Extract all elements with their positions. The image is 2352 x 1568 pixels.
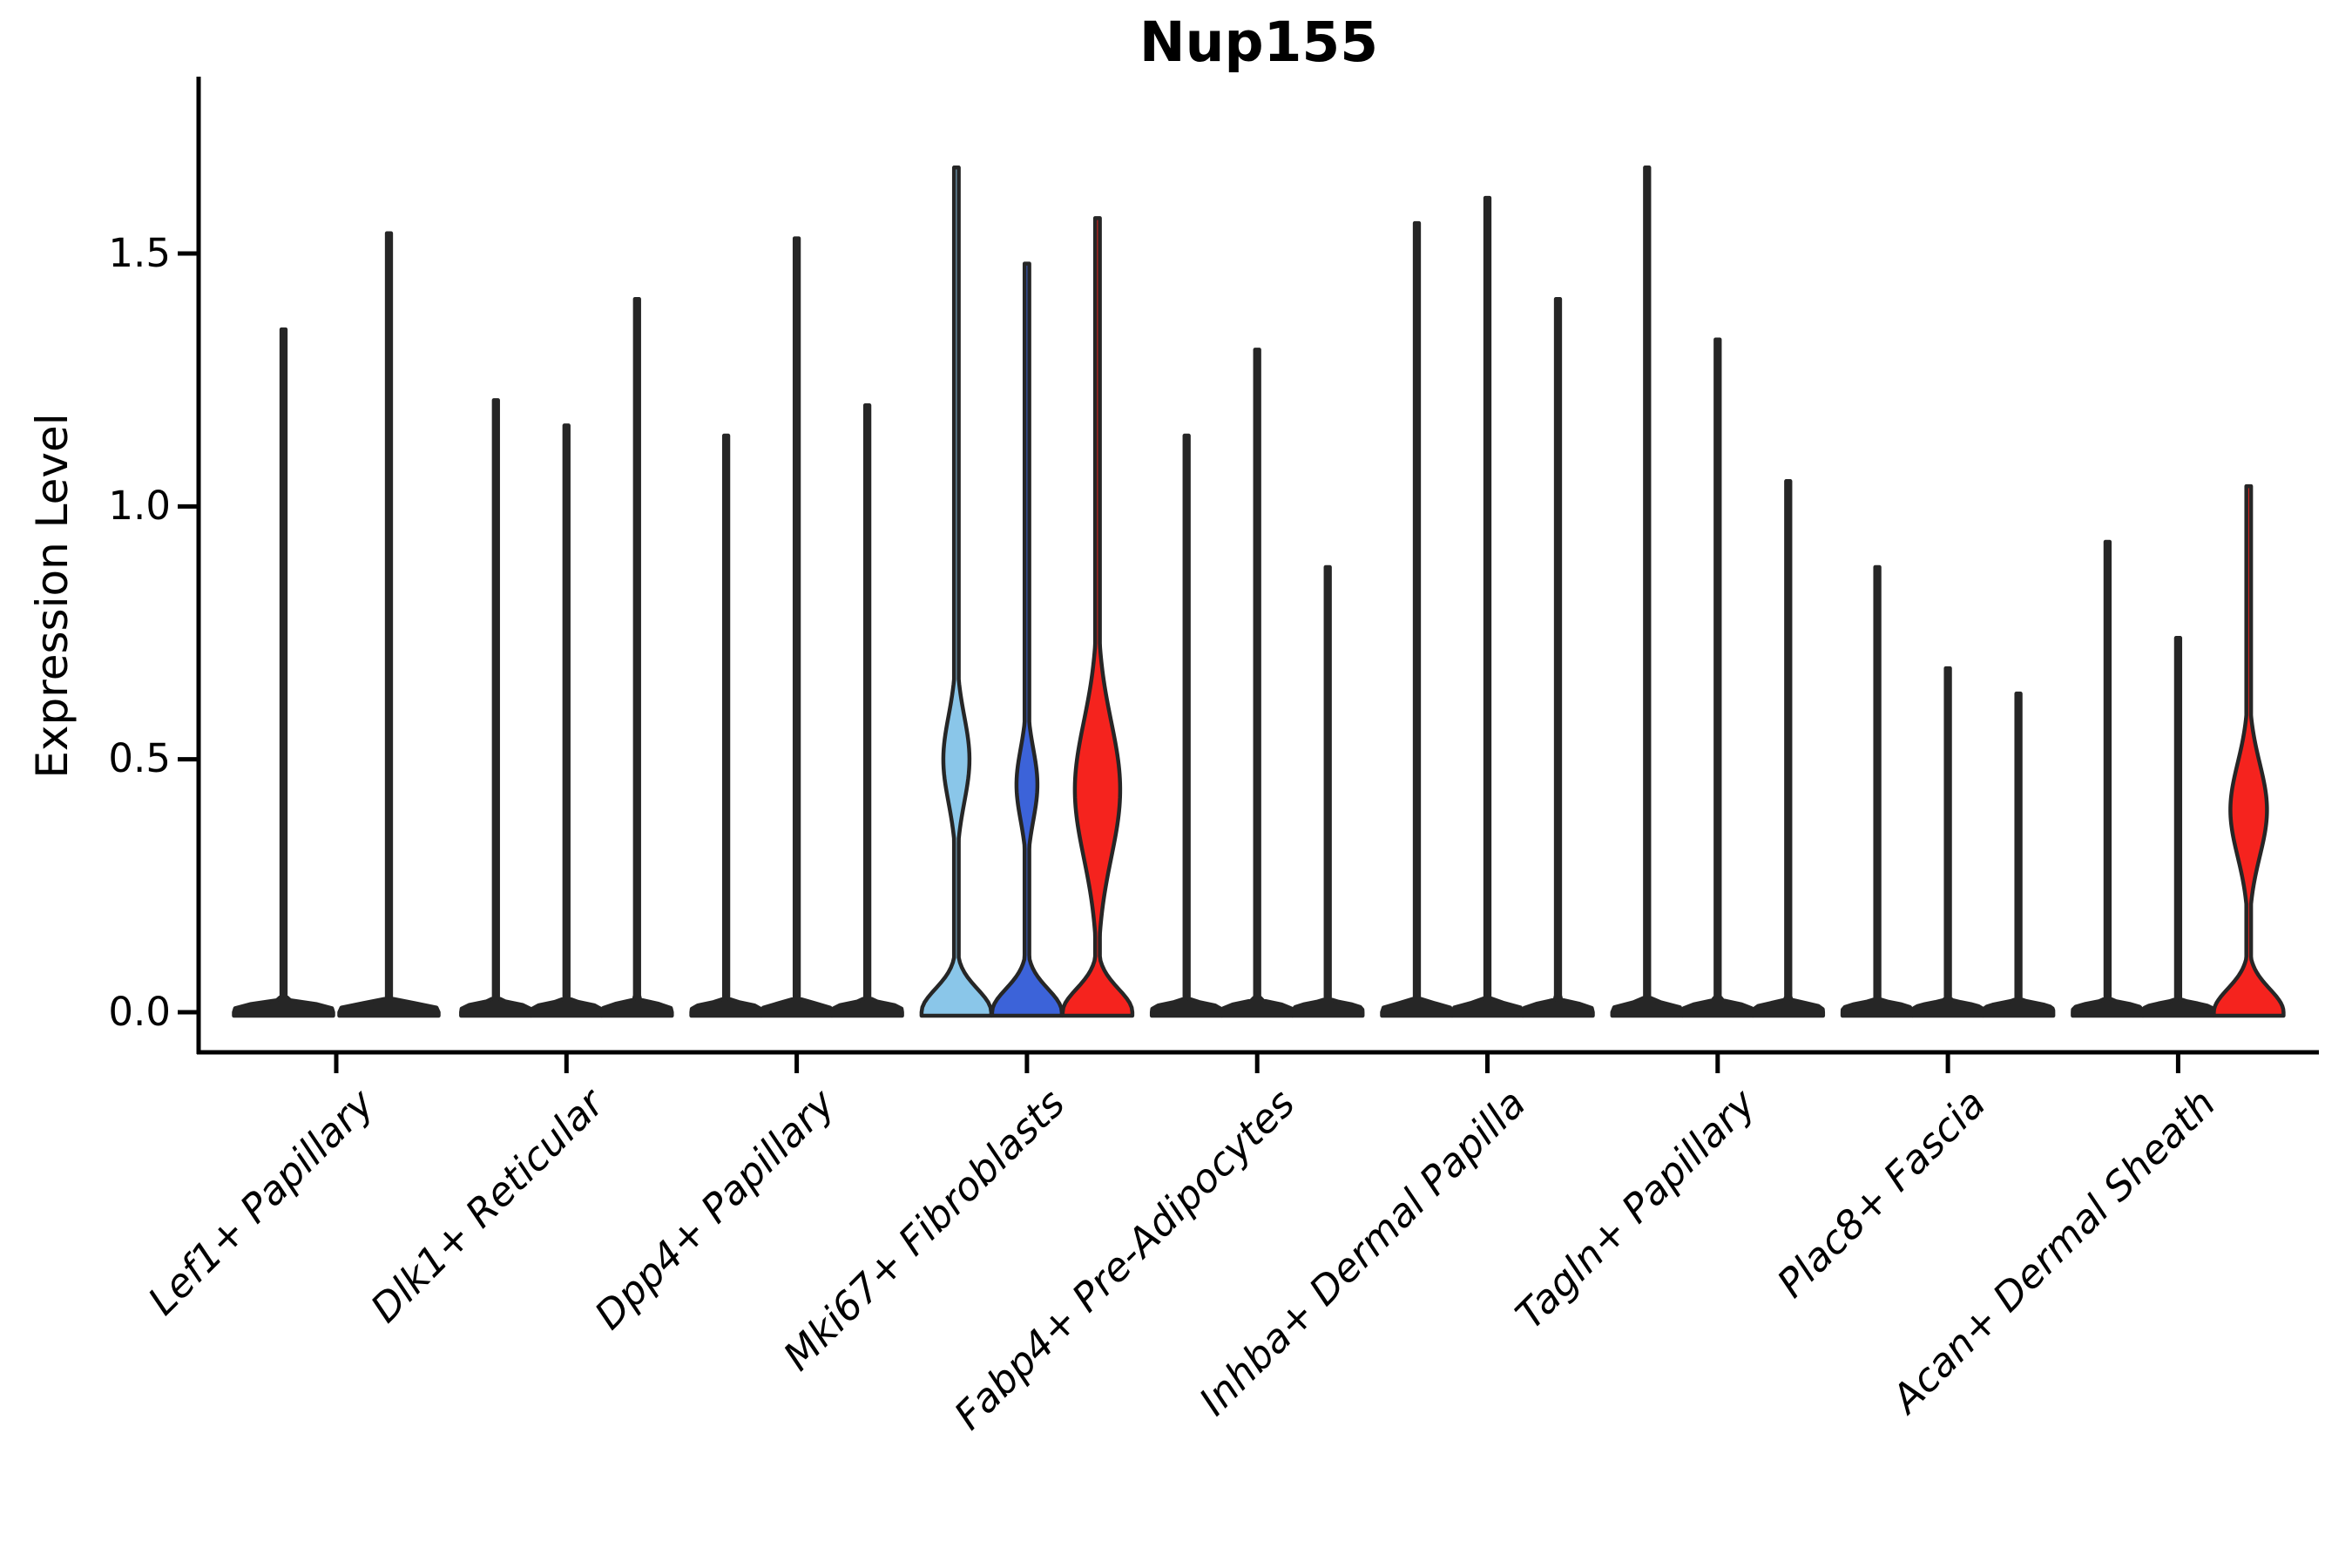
y-tick-label-10: 1.0 — [108, 483, 171, 529]
violin — [1220, 348, 1294, 1018]
violin — [232, 327, 335, 1018]
violin — [459, 398, 533, 1018]
violin — [1751, 479, 1826, 1018]
plot-title: Nup155 — [1139, 10, 1379, 74]
violin — [919, 166, 994, 1018]
violin — [1450, 195, 1524, 1018]
violin — [1680, 337, 1755, 1018]
violin — [1290, 564, 1365, 1018]
violin — [1380, 220, 1454, 1018]
y-tick-label-15: 1.5 — [108, 230, 171, 276]
violin — [1060, 216, 1135, 1018]
violin — [1840, 564, 1915, 1018]
violin — [1149, 433, 1224, 1018]
violin — [530, 423, 604, 1018]
y-tick-label-0: 0.0 — [108, 989, 171, 1035]
violin — [1910, 666, 1985, 1018]
violin — [1981, 691, 2056, 1018]
violin — [1610, 166, 1685, 1018]
violin — [990, 261, 1064, 1018]
violin — [2141, 636, 2215, 1018]
violin — [337, 231, 441, 1018]
violin — [760, 236, 834, 1018]
violins — [232, 166, 2286, 1018]
violin — [689, 433, 763, 1018]
violin — [600, 297, 674, 1018]
y-tick-label-05: 0.5 — [108, 735, 171, 781]
violin — [2071, 539, 2145, 1018]
violin — [830, 402, 904, 1018]
violin — [2212, 483, 2286, 1018]
violin — [1521, 297, 1595, 1018]
axes — [178, 77, 2319, 1073]
